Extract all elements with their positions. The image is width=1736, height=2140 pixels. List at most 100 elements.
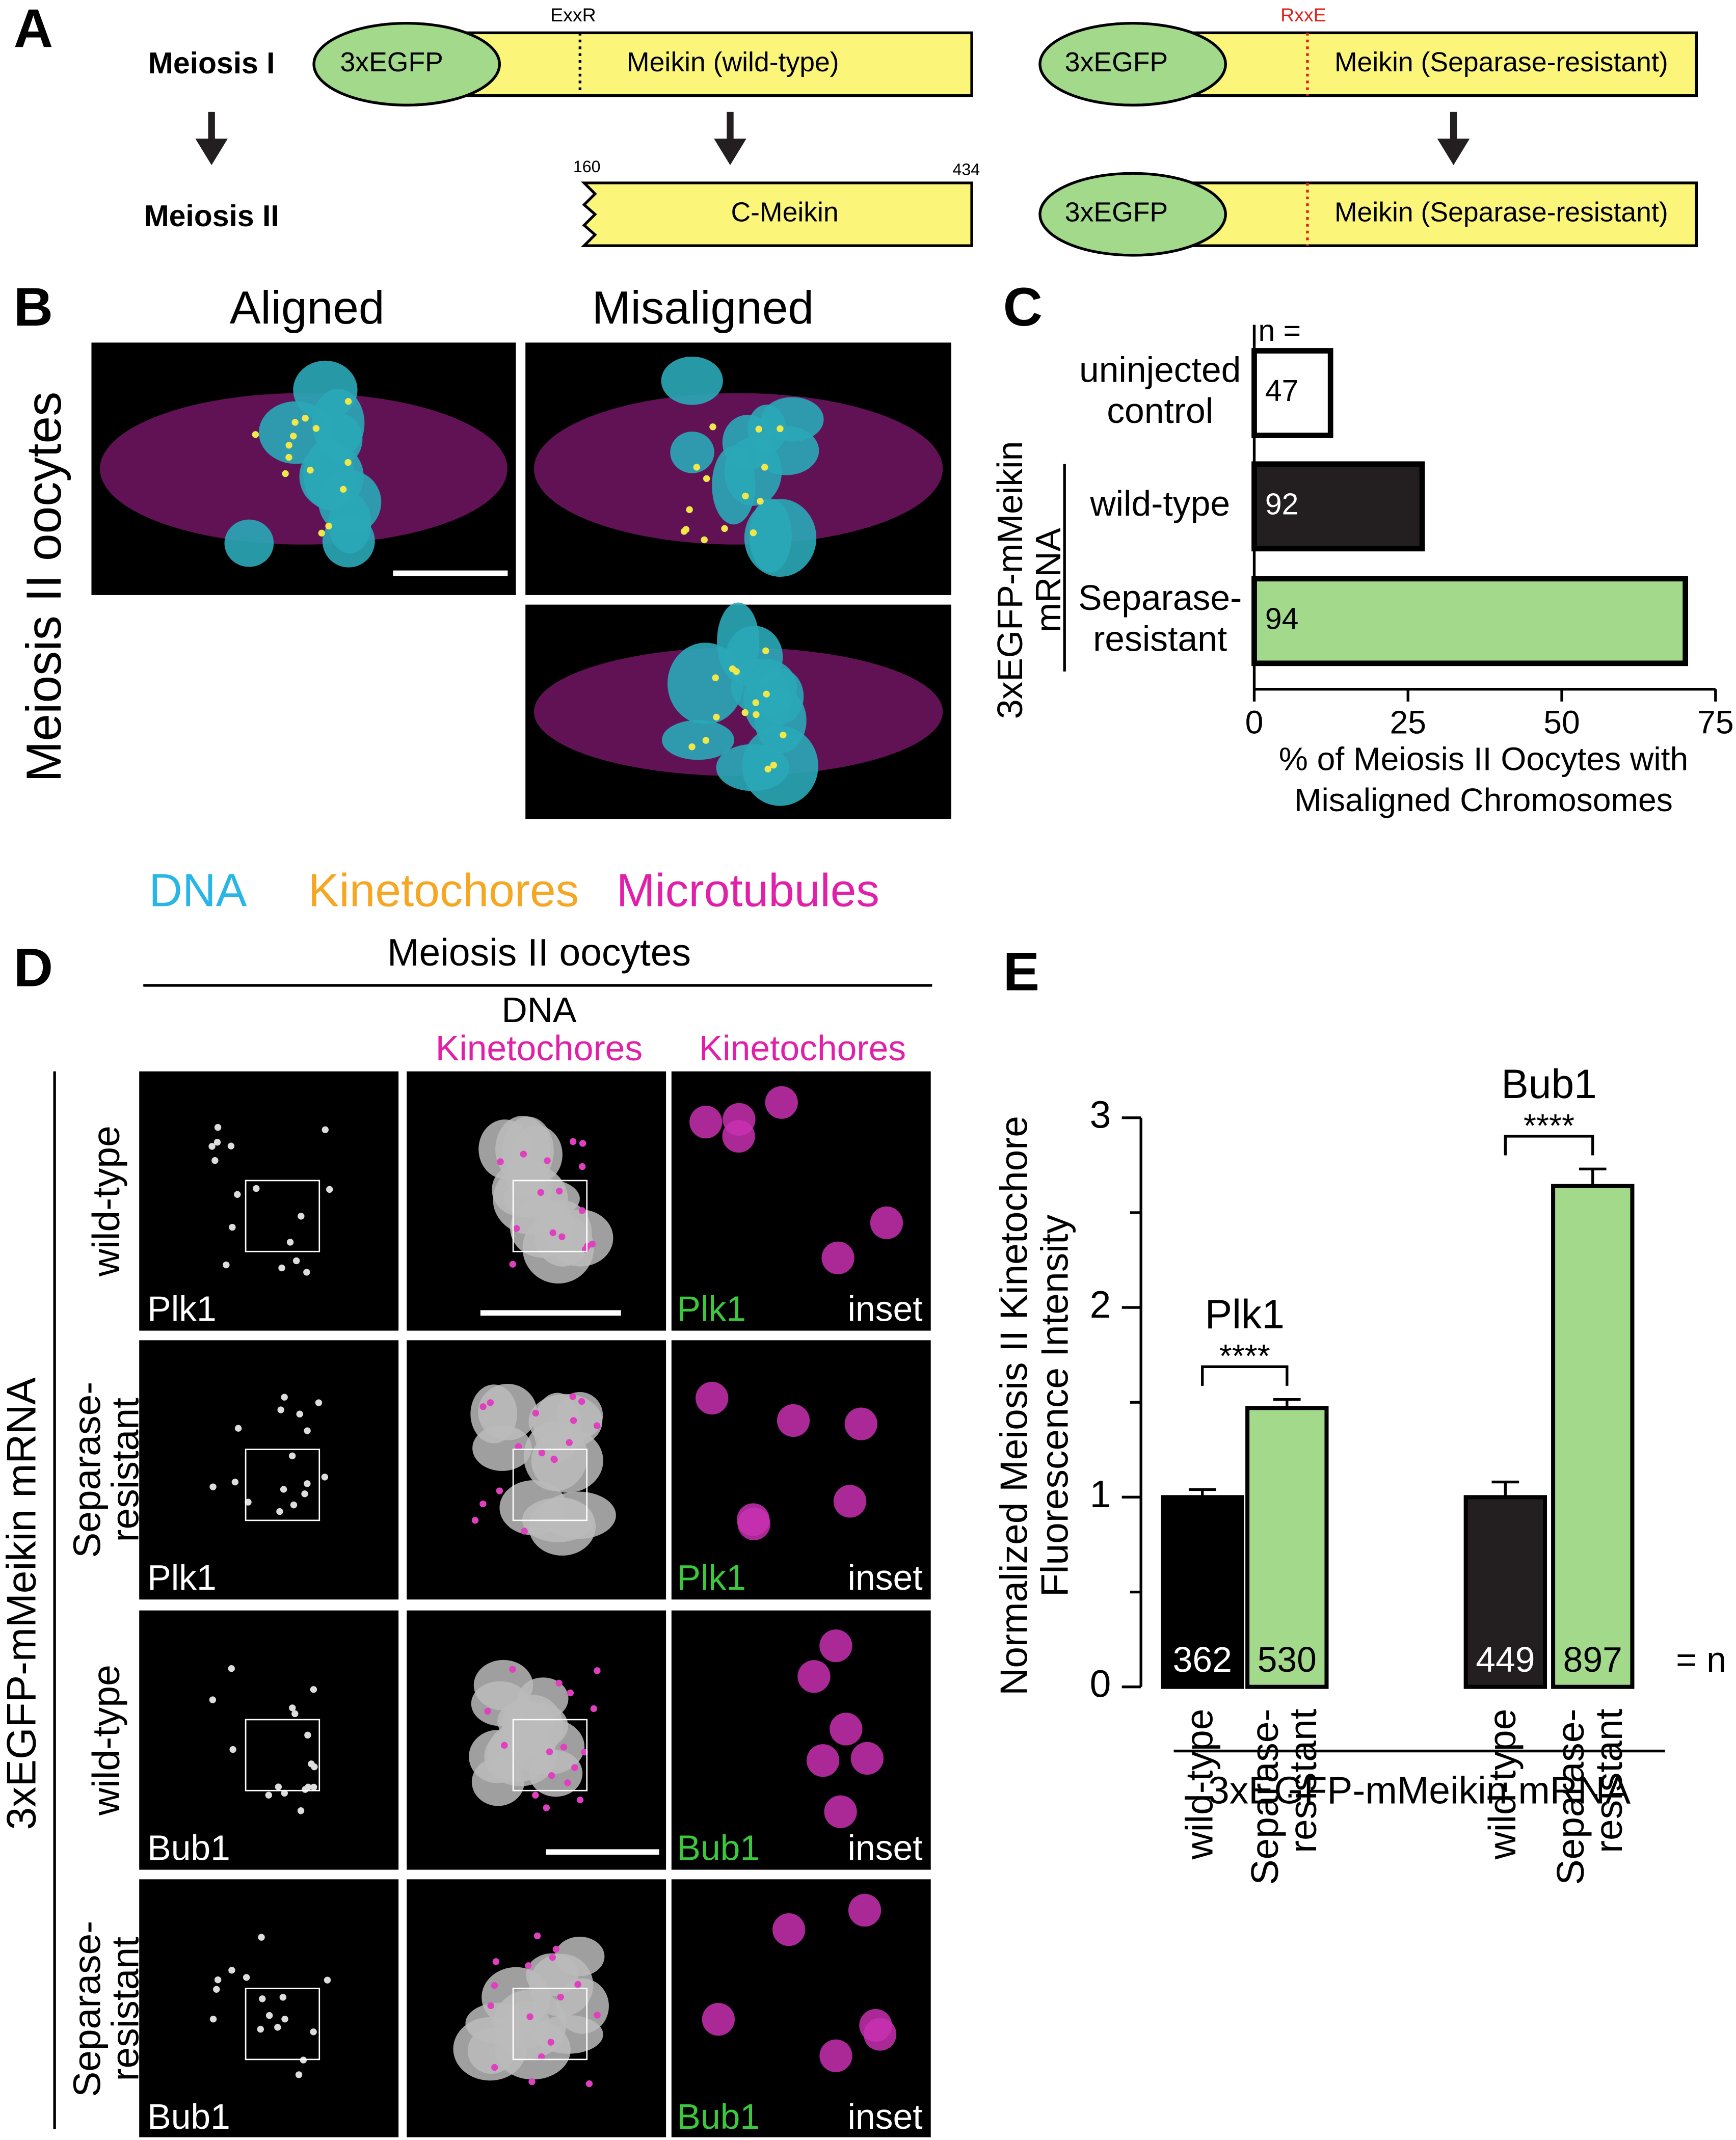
- kinetochore-signal: [755, 425, 762, 433]
- kinetochore-signal: [526, 2013, 533, 2020]
- condition-label: Separase-: [66, 1921, 109, 2097]
- row-label: Meiosis II: [144, 200, 279, 233]
- kinetochore-signal: [824, 1795, 857, 1828]
- protein-signal: [243, 1974, 250, 1981]
- kinetochore-signal: [579, 1140, 586, 1147]
- dna-signal: [533, 2015, 603, 2054]
- kinetochore-signal: [830, 1713, 863, 1746]
- kinetochore-signal: [340, 486, 347, 493]
- protein-label: Bub1: [677, 1828, 760, 1867]
- protein-signal: [265, 2012, 273, 2019]
- y-tick-label: 0: [1090, 1662, 1111, 1705]
- kinetochore-signal: [291, 419, 299, 426]
- kinetochore-signal: [550, 1455, 557, 1463]
- protein-signal: [278, 1264, 285, 1272]
- protein-label: Plk1: [147, 1289, 216, 1328]
- protein-signal: [291, 1710, 299, 1718]
- kinetochore-signal: [761, 464, 768, 471]
- protein-signal: [229, 1223, 236, 1231]
- significance-bracket: [1504, 1135, 1594, 1156]
- dna-signal: [716, 744, 790, 791]
- kinetochore-signal: [571, 1764, 578, 1771]
- kinetochore-signal: [538, 2053, 545, 2061]
- kinetochore-signal: [701, 536, 708, 544]
- kinetochore-signal: [509, 1261, 516, 1268]
- protein-signal: [322, 1126, 329, 1133]
- kinetochore-signal: [594, 2012, 601, 2019]
- kinetochore-signal: [567, 1689, 574, 1697]
- residue-label: 160: [573, 157, 601, 176]
- kinetochore-signal: [848, 1893, 882, 1927]
- protein-signal: [214, 1124, 222, 1131]
- protein-label: Plk1: [677, 1289, 746, 1328]
- legend-dna: DNA: [149, 865, 247, 917]
- kinetochore-signal: [688, 743, 696, 751]
- inset-box: [245, 1719, 321, 1791]
- x-axis-label: 3xEGFP-mMeikin mRNA: [1208, 1769, 1631, 1811]
- protein-signal: [288, 1452, 296, 1460]
- kinetochore-signal: [763, 690, 770, 698]
- construct-body: [408, 31, 973, 97]
- kinetochore-signal: [581, 1748, 588, 1756]
- kinetochore-signal: [344, 459, 352, 466]
- x-axis-label: % of Meiosis II Oocytes with: [1279, 741, 1689, 778]
- dna-signal: [258, 401, 333, 464]
- significance: ****: [1219, 1338, 1270, 1374]
- bar: [1463, 1495, 1547, 1689]
- kinetochore-signal: [558, 1233, 566, 1240]
- protein-signal: [281, 1394, 288, 1401]
- protein-signal: [301, 1490, 308, 1497]
- x-tick-label: 50: [1543, 704, 1580, 740]
- protein-signal: [303, 1269, 310, 1276]
- dna-signal: [744, 499, 817, 577]
- protein-signal: [275, 1783, 282, 1790]
- kinetochore-signal: [764, 765, 771, 773]
- x-tick-label: 25: [1390, 704, 1426, 740]
- bar: [1251, 348, 1333, 438]
- panel-b: B Aligned Misaligned Meiosis II oocytes …: [14, 276, 951, 917]
- significance: ****: [1524, 1107, 1574, 1144]
- dna-signal: [471, 1757, 525, 1806]
- micrograph: [139, 1610, 399, 1870]
- kinetochore-signal: [741, 709, 749, 716]
- kinetochore-signal: [501, 1742, 508, 1749]
- construct-label: Meikin (wild-type): [627, 47, 839, 77]
- kinetochore-signal: [479, 1403, 487, 1410]
- kinetochore-signal: [528, 2078, 536, 2085]
- protein-signal: [265, 1791, 272, 1799]
- protein-signal: [257, 2025, 264, 2033]
- n-value: 449: [1476, 1640, 1535, 1679]
- kinetochore-signal: [702, 2002, 735, 2036]
- kinetochore-signal: [806, 1744, 840, 1777]
- kinetochore-signal: [532, 1409, 539, 1417]
- kinetochore-signal: [491, 1982, 498, 1989]
- protein-signal: [321, 1474, 329, 1481]
- bar: [1245, 1406, 1329, 1689]
- significance-bracket: [1201, 1365, 1289, 1386]
- protein-signal: [308, 1760, 315, 1768]
- kinetochore-signal: [543, 1804, 550, 1811]
- kinetochore-signal: [693, 464, 700, 471]
- y-tick-label: 3: [1090, 1093, 1111, 1136]
- kinetochore-signal: [252, 431, 259, 438]
- protein-signal: [310, 1783, 317, 1791]
- kinetochore-signal: [777, 425, 784, 433]
- x-axis-label: Misaligned Chromosomes: [1294, 782, 1673, 818]
- protein-signal: [295, 2071, 303, 2078]
- protein-signal: [227, 1142, 235, 1149]
- protein-signal: [234, 1191, 241, 1198]
- kinetochore-signal: [532, 1791, 539, 1799]
- inset-label: inset: [848, 1828, 923, 1867]
- dna-signal: [667, 643, 743, 725]
- kinetochore-signal: [491, 2064, 498, 2071]
- micrograph: [139, 1071, 399, 1331]
- bar: [1251, 576, 1689, 666]
- kinetochore-signal: [566, 1439, 573, 1446]
- panel-a: A Meiosis I Meiosis II 3xEGFP ExxR Meiki…: [14, 0, 1698, 257]
- kinetochore-signal: [548, 1772, 555, 1779]
- protein-signal: [304, 1731, 311, 1739]
- dna-signal: [661, 720, 734, 760]
- category-label: Separase-: [1549, 1709, 1592, 1885]
- protein-signal: [276, 1508, 283, 1515]
- dna-signal: [470, 1384, 518, 1443]
